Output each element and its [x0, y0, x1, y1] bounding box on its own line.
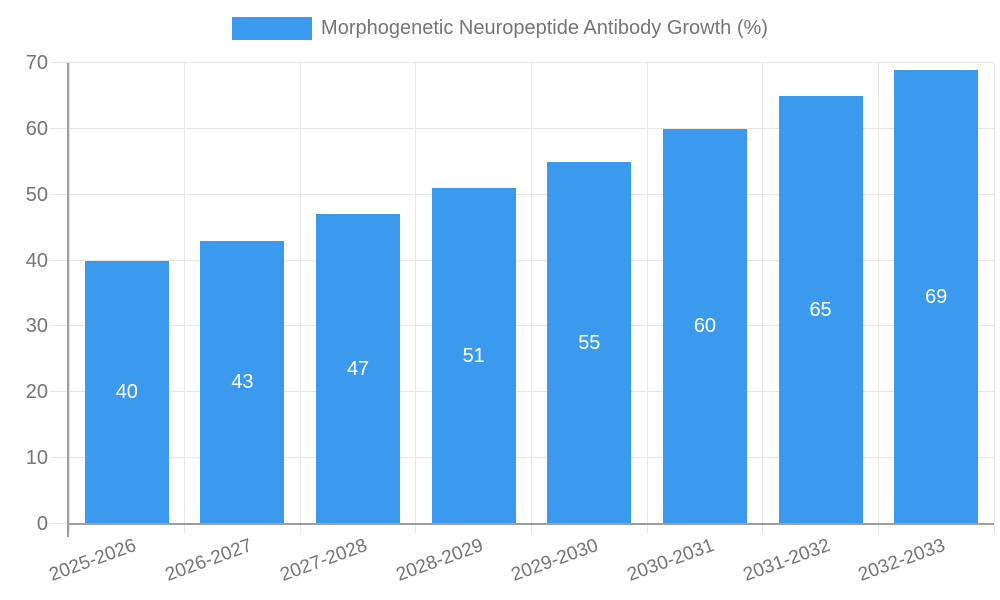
- bar-2025-2026[interactable]: 40: [84, 260, 169, 524]
- gridline-vertical: [415, 63, 417, 524]
- x-axis-tick: [184, 524, 186, 533]
- x-axis-tick: [299, 524, 301, 533]
- y-axis-tick: [50, 62, 69, 63]
- x-axis-tick: [762, 524, 764, 533]
- bar-value-label: 47: [346, 358, 370, 381]
- y-axis-tick: [50, 523, 69, 524]
- bar-2027-2028[interactable]: 47: [316, 214, 401, 524]
- x-axis-tick: [68, 524, 70, 533]
- bar-value-label: 55: [578, 331, 601, 354]
- y-axis-line: [67, 63, 69, 537]
- y-axis-tick-label: 30: [25, 315, 48, 338]
- bar-2029-2030[interactable]: 55: [547, 161, 632, 524]
- y-axis-tick-label: 0: [36, 513, 48, 535]
- y-axis-tick: [50, 127, 69, 129]
- y-axis-tick: [50, 193, 69, 195]
- y-axis-tick-label: 70: [25, 52, 48, 74]
- gridline-vertical: [762, 63, 764, 524]
- bar-value-label: 60: [693, 315, 717, 338]
- bar-2028-2029[interactable]: 51: [431, 188, 516, 524]
- chart-legend: Morphogenetic Neuropeptide Antibody Grow…: [0, 14, 1000, 42]
- x-axis-tick: [877, 524, 879, 533]
- y-axis-tick-label: 60: [25, 117, 48, 140]
- bar-2030-2031[interactable]: 60: [662, 128, 747, 524]
- gridline-vertical: [877, 63, 879, 524]
- x-axis-label: 2025-2026: [46, 535, 139, 586]
- legend-label: Morphogenetic Neuropeptide Antibody Grow…: [321, 17, 768, 39]
- y-axis-tick: [50, 457, 69, 459]
- bar-value-label: 69: [925, 285, 948, 308]
- bar-value-label: 65: [809, 298, 832, 321]
- bar-value-label: 51: [462, 345, 485, 368]
- y-axis-tick: [50, 325, 69, 327]
- y-axis-tick: [50, 391, 69, 393]
- gridline-vertical: [299, 63, 301, 524]
- x-axis-label: 2029-2030: [508, 535, 602, 586]
- x-axis-tick: [415, 524, 417, 533]
- x-axis-label: 2028-2029: [393, 535, 486, 586]
- x-axis-label: 2031-2032: [740, 535, 833, 586]
- bar-value-label: 43: [231, 371, 254, 394]
- gridline-vertical: [993, 63, 995, 524]
- gridline-vertical: [531, 63, 532, 524]
- bar-2031-2032[interactable]: 65: [778, 95, 863, 524]
- bar-value-label: 40: [115, 381, 138, 404]
- x-axis-tick: [531, 524, 532, 533]
- gridline-horizontal: [69, 62, 994, 63]
- gridline-vertical: [646, 63, 648, 524]
- x-axis-tick: [993, 524, 995, 533]
- legend-item[interactable]: Morphogenetic Neuropeptide Antibody Grow…: [232, 14, 768, 42]
- y-axis-tick-label: 50: [25, 183, 48, 206]
- x-axis-label: 2026-2027: [162, 535, 255, 586]
- bar-2032-2033[interactable]: 69: [894, 69, 979, 524]
- x-axis-tick: [646, 524, 648, 533]
- gridline-vertical: [68, 63, 70, 524]
- x-axis-label: 2032-2033: [855, 535, 949, 586]
- x-axis-label: 2027-2028: [277, 535, 371, 586]
- bar-2026-2027[interactable]: 43: [200, 240, 285, 524]
- y-axis-tick: [50, 259, 69, 261]
- y-axis-tick-label: 10: [25, 447, 48, 470]
- y-axis-tick-label: 20: [25, 381, 48, 404]
- gridline-vertical: [184, 63, 186, 524]
- legend-swatch-icon: [232, 16, 313, 40]
- y-axis-tick-label: 40: [25, 249, 48, 272]
- x-axis-label: 2030-2031: [624, 535, 718, 586]
- x-axis-line: [67, 523, 994, 525]
